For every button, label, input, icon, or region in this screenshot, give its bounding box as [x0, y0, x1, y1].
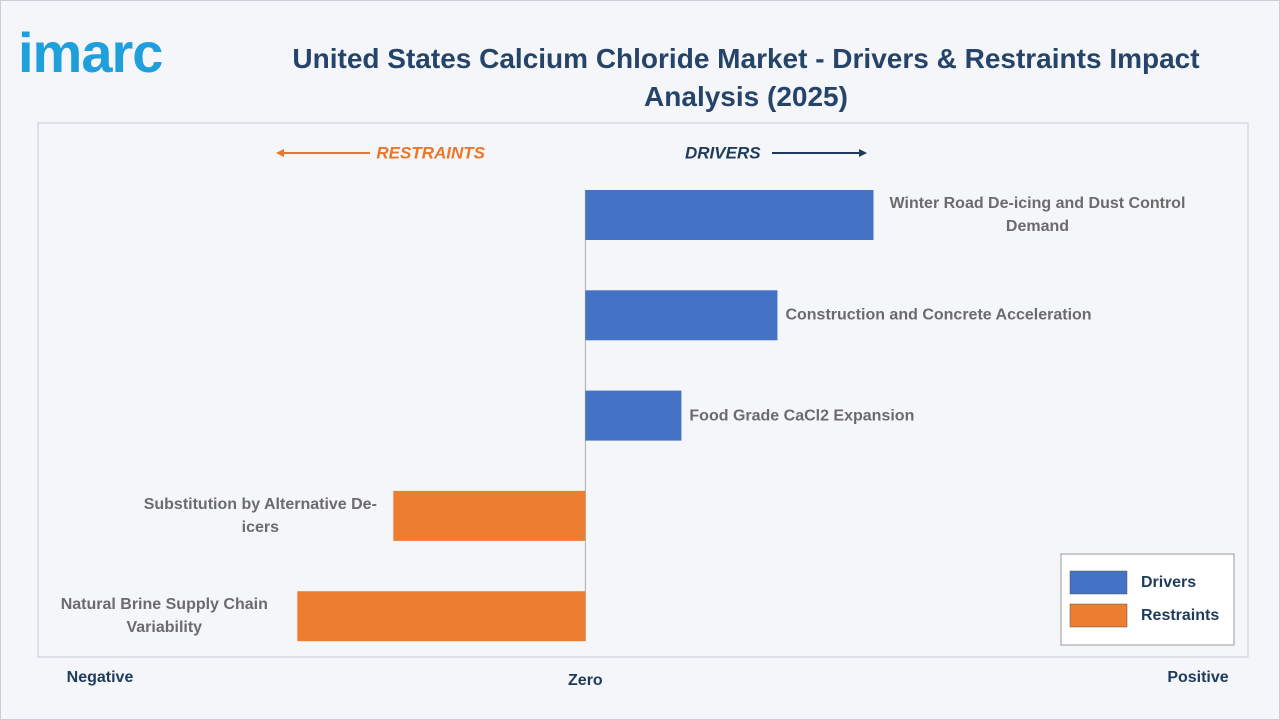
legend-label: Drivers: [1141, 574, 1196, 591]
axis-label: Zero: [568, 672, 603, 689]
category-label: Winter Road De-icing and Dust Control De…: [889, 195, 1186, 235]
chart-title: United States Calcium Chloride Market - …: [292, 43, 1200, 112]
bar: [393, 490, 586, 541]
legend-swatch: [1069, 603, 1128, 628]
logo: imarc: [18, 21, 163, 84]
direction-label: DRIVERS: [685, 143, 761, 162]
category-label: Construction and Concrete Acceleration: [785, 306, 1092, 324]
axis-label: Positive: [1167, 669, 1228, 686]
legend-swatch: [1069, 570, 1128, 595]
category-label: Food Grade CaCl2 Expansion: [689, 407, 915, 425]
legend-label: Restraints: [1141, 607, 1219, 624]
arrow-head: [859, 149, 867, 157]
arrow-head: [276, 149, 284, 157]
bar: [585, 190, 874, 240]
bar: [297, 591, 586, 642]
category-label: Natural Brine Supply Chain Variability: [60, 596, 268, 637]
direction-label: RESTRAINTS: [376, 143, 485, 162]
bar: [585, 390, 682, 441]
axis-label: Negative: [67, 669, 134, 686]
bar: [585, 290, 778, 341]
legend: [1060, 553, 1235, 646]
category-label: Substitution by Alternative De-icers: [143, 495, 377, 536]
